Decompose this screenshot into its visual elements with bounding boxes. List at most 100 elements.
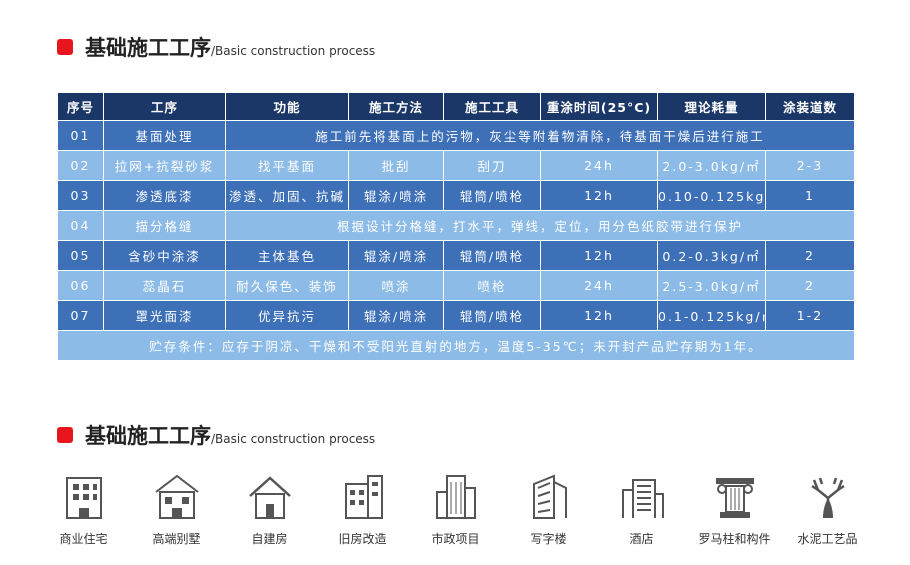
column-header: 涂装道数 [765,92,855,121]
table-cell: 根据设计分格缝，打水平，弹线，定位，用分色纸胶带进行保护 [225,210,855,241]
table-cell: 辊筒/喷枪 [443,240,541,271]
icon-label: 高端别墅 [152,532,201,546]
table-cell: 喷涂 [348,270,444,301]
process-table: 序号 工序 功能 施工方法 施工工具 重涂时间(25°C) 理论耗量 涂装道数 01 基面处理施… [57,92,855,361]
table-cell: 2 [765,240,855,271]
table-cell: 施工前先将基面上的污物，灰尘等附着物清除，待基面干燥后进行施工 [225,120,855,151]
table-cell: 02 [57,150,104,181]
table-cell: 喷枪 [443,270,541,301]
table-cell: 2-3 [765,150,855,181]
icon-label: 旧房改造 [338,532,387,546]
footnote: 贮存条件：应存于阴凉、干燥和不受阳光直射的地方，温度5-35℃；未开封产品贮存期… [57,330,855,361]
table-cell: 05 [57,240,104,271]
table-cell: 含砂中涂漆 [103,240,226,271]
section-title: 基础施工工序 [85,424,211,448]
table-cell: 辊涂/喷涂 [348,180,444,211]
table-cell: 0.10-0.125kg/㎡ [657,180,766,211]
table-row: 02 拉网+抗裂砂浆 找平基面 批刮 刮刀 24h 2.0-3.0kg/㎡ 2-3 [57,150,855,181]
column-header: 施工工具 [443,92,541,121]
section-header: 基础施工工序 /Basic construction process [57,32,375,62]
column-header: 序号 [57,92,104,121]
table-cell: 24h [540,270,658,301]
table-cell: 12h [540,240,658,271]
icon-label: 写字楼 [530,532,567,546]
icon-label: 商业住宅 [59,532,108,546]
icon [715,478,754,518]
header-row: 序号 工序 功能 施工方法 施工工具 重涂时间(25°C) 理论耗量 涂装道数 [57,92,855,121]
column-header: 工序 [103,92,226,121]
table-cell: 1 [765,180,855,211]
table-cell: 2 [765,270,855,301]
column-header: 施工方法 [348,92,444,121]
icon-item: 市政项目 [409,470,502,547]
section-subtitle: /Basic construction process [211,44,376,58]
table-cell: 耐久保色、装饰 [225,270,349,301]
icon-row: 商业住宅 高端别墅 自建房 旧房改造 市政项目 写字楼 酒店 罗马柱和构件 水泥工艺品 [37,470,877,547]
table-cell: 优异抗污 [225,300,349,331]
table-cell: 辊涂/喷涂 [348,240,444,271]
icon [532,474,567,519]
icon-item: 水泥工艺品 [781,470,874,547]
icon-item: 商业住宅 [37,470,130,547]
section-title: 基础施工工序 [85,36,211,60]
marker [57,427,73,443]
table-cell: 辊涂/喷涂 [348,300,444,331]
table-cell: 1-2 [765,300,855,331]
table-row: 06 蕊晶石 耐久保色、装饰 喷涂 喷枪 24h 2.5-3.0kg/㎡ 2 [57,270,855,301]
table-cell: 渗透、加固、抗碱 [225,180,349,211]
table-cell: 2.5-3.0kg/㎡ [657,270,766,301]
table-cell: 24h [540,150,658,181]
icon-label: 罗马柱和构件 [698,532,771,546]
table-cell: 基面处理 [103,120,226,151]
table-cell: 渗透底漆 [103,180,226,211]
table-cell: 主体基色 [225,240,349,271]
icon [810,477,845,518]
section-subtitle: /Basic construction process [211,432,376,446]
icon [65,477,102,519]
icon-label: 水泥工艺品 [797,532,858,546]
icon [154,474,199,519]
table-cell: 12h [540,180,658,211]
column-header: 理论耗量 [657,92,766,121]
table-cell: 0.1-0.125kg/㎡ [657,300,766,331]
table-cell: 拉网+抗裂砂浆 [103,150,226,181]
table-row: 01 基面处理 施工前先将基面上的污物，灰尘等附着物清除，待基面干燥后进行施工 [57,120,855,151]
marker [57,39,73,55]
table-cell: 刮刀 [443,150,541,181]
table-cell: 2.0-3.0kg/㎡ [657,150,766,181]
icon [248,476,291,519]
column-header: 重涂时间(25°C) [540,92,658,121]
icon-item: 自建房 [223,470,316,547]
icon-label: 酒店 [629,532,654,546]
icon [621,479,664,518]
table-row: 07 罩光面漆 优异抗污 辊涂/喷涂 辊筒/喷枪 12h 0.1-0.125kg/㎡ 1-2 [57,300,855,331]
icon-label: 市政项目 [431,532,480,546]
table-row: 03渗透底漆渗透、加固、抗碱辊涂/喷涂辊筒/喷枪12h0.10-0.125kg/… [57,180,855,211]
table-cell: 找平基面 [225,150,349,181]
table-cell: 0.2-0.3kg/㎡ [657,240,766,271]
icon [344,475,383,519]
icon-label: 自建房 [251,532,288,546]
icon-item: 罗马柱和构件 [688,470,781,547]
icon-item: 高端别墅 [130,470,223,547]
icon-item: 酒店 [595,470,688,547]
table-cell: 辊筒/喷枪 [443,180,541,211]
table-cell: 12h [540,300,658,331]
table-cell: 批刮 [348,150,444,181]
table-cell: 03 [57,180,104,211]
table-cell: 06 [57,270,104,301]
table-cell: 描分格缝 [103,210,226,241]
column-header: 功能 [225,92,349,121]
table-row: 05 含砂中涂漆 主体基色 辊涂/喷涂 辊筒/喷枪 12h 0.2-0.3kg/㎡ 2 [57,240,855,271]
section-header: 基础施工工序 /Basic construction process [57,420,375,450]
icon-item: 写字楼 [502,470,595,547]
table-cell: 01 [57,120,104,151]
table-cell: 蕊晶石 [103,270,226,301]
footnote-row: 贮存条件：应存于阴凉、干燥和不受阳光直射的地方，温度5-35℃；未开封产品贮存期… [57,330,855,361]
table-cell: 04 [57,210,104,241]
table-cell: 辊筒/喷枪 [443,300,541,331]
table-row: 04 描分格缝 根据设计分格缝，打水平，弹线，定位，用分色纸胶带进行保护 [57,210,855,241]
icon [435,475,476,519]
icon-item: 旧房改造 [316,470,409,547]
